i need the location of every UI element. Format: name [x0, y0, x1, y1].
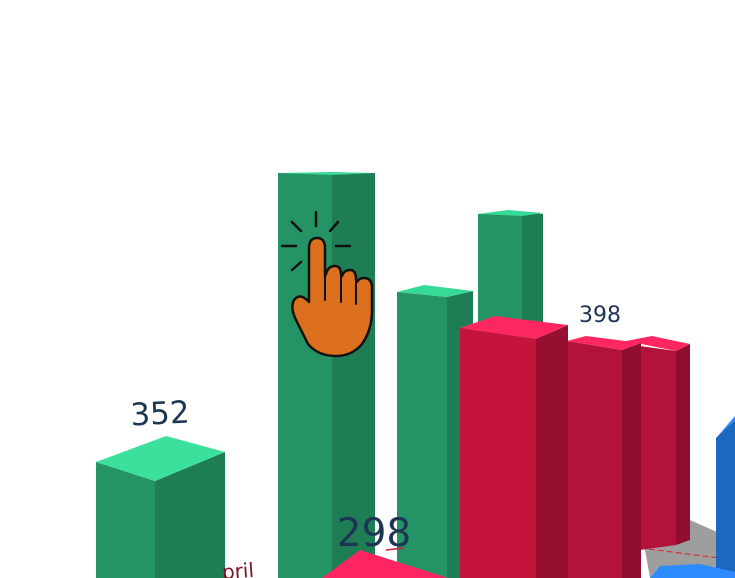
data-label-298: 298	[337, 511, 411, 556]
bar-red-2[interactable]	[567, 336, 641, 578]
floor-axis-line	[639, 547, 735, 561]
bar-blue-1[interactable]	[650, 416, 735, 578]
bar-pink-1[interactable]	[322, 550, 448, 578]
bar-red-3[interactable]	[626, 336, 690, 550]
pointing-hand-icon	[280, 210, 374, 358]
bar-red-1[interactable]	[460, 316, 568, 578]
category-label-partial: pril	[221, 558, 255, 578]
bar-green-1[interactable]	[96, 436, 225, 578]
data-label-352: 352	[130, 394, 191, 433]
data-label-398: 398	[579, 303, 621, 328]
floor-tick	[385, 547, 405, 551]
